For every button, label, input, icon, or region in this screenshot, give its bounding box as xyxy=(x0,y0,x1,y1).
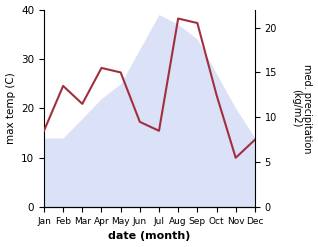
Y-axis label: med. precipitation
(kg/m2): med. precipitation (kg/m2) xyxy=(291,64,313,153)
X-axis label: date (month): date (month) xyxy=(108,231,190,242)
Y-axis label: max temp (C): max temp (C) xyxy=(5,72,16,144)
